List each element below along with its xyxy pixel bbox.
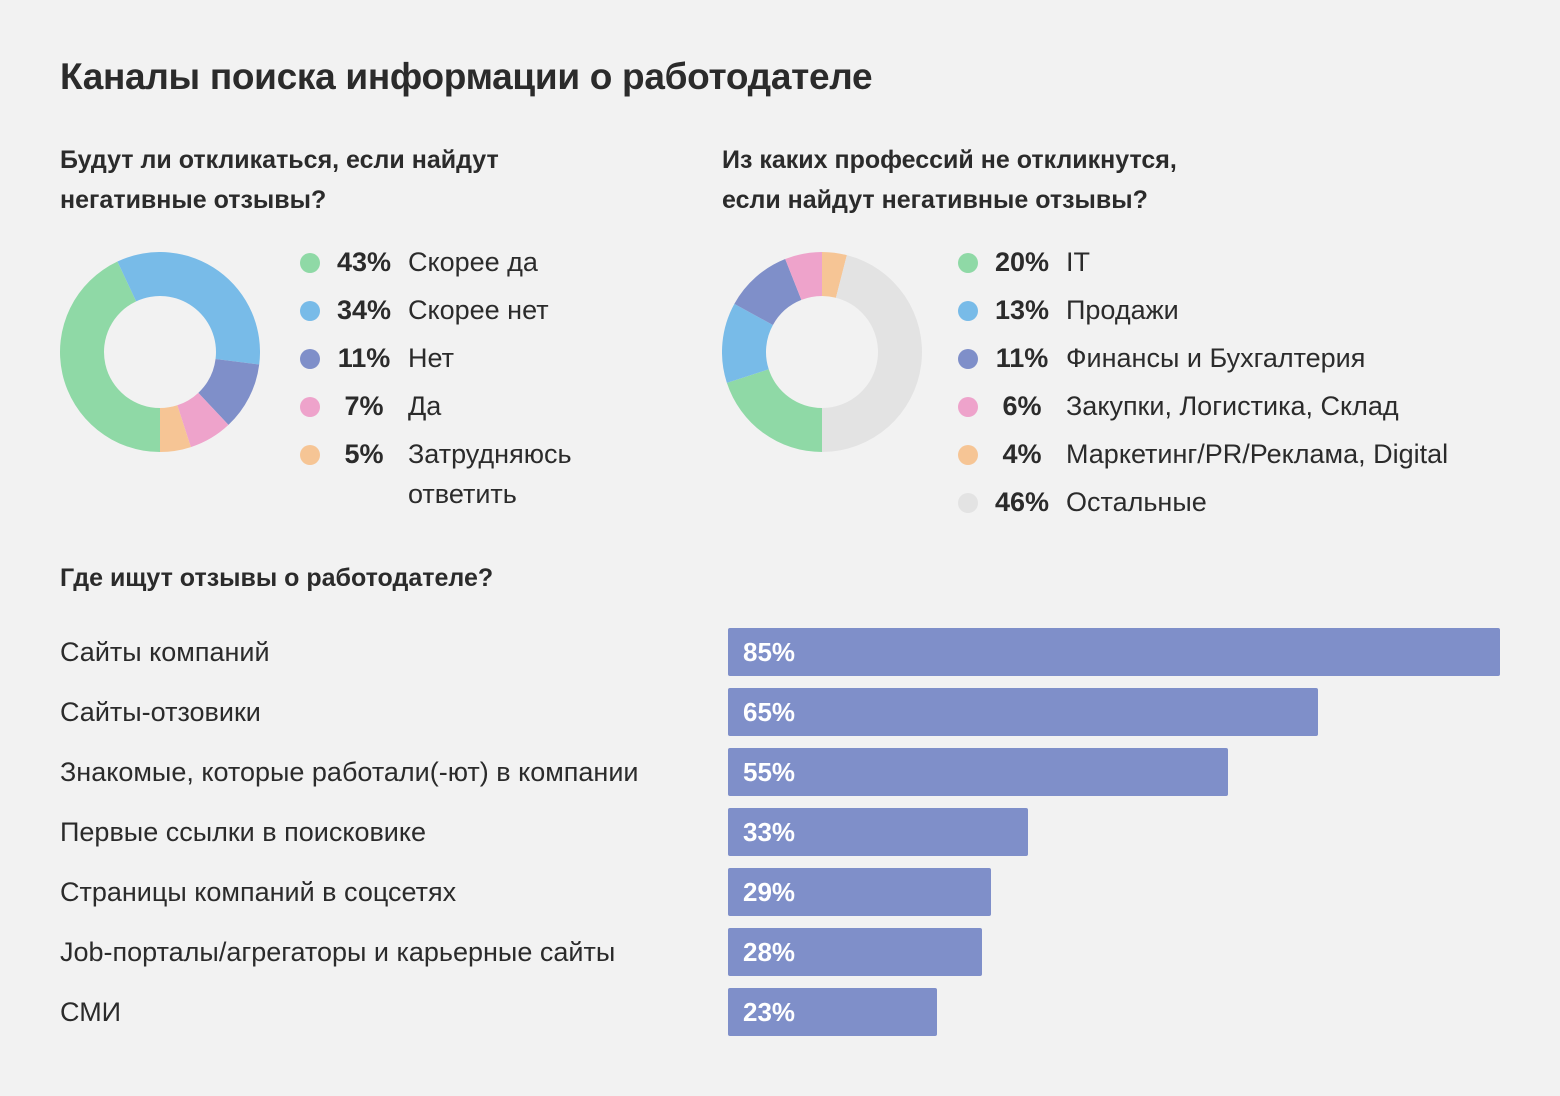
profession-slice-5 (822, 252, 847, 298)
legend-color-dot (958, 493, 978, 513)
legend-label: IT (1066, 247, 1090, 277)
bar-row: СМИ 23% (60, 988, 1510, 1048)
legend-label: Маркетинг/PR/Реклама, Digital (1066, 439, 1449, 469)
bar-value-label: 29% (743, 877, 796, 907)
legend-color-dot (958, 445, 978, 465)
bar: 85% (728, 628, 1500, 676)
left-chart-title-line-1: Будут ли откликаться, если найдут (60, 146, 499, 174)
response-slice-3 (198, 359, 260, 425)
legend-color-dot (300, 349, 320, 369)
bar-value-label: 55% (743, 757, 796, 787)
bar-row: Знакомые, которые работали(-ют) в компан… (60, 748, 1510, 808)
bar-category-label: Первые ссылки в поисковике (60, 817, 427, 847)
right-chart-title-line-2: если найдут негативные отзывы? (722, 186, 1148, 214)
legend-percent: 7% (344, 391, 384, 421)
bar: 28% (728, 928, 983, 976)
legend-percent: 11% (337, 343, 391, 373)
legend-color-dot (958, 349, 978, 369)
profession-slice-3 (734, 259, 802, 326)
bar-category-label: Сайты компаний (60, 637, 270, 667)
profession-donut-chart (722, 252, 922, 452)
legend-percent: 13% (994, 295, 1050, 325)
bar-category-label: Страницы компаний в соцсетях (60, 877, 457, 907)
bar-value-label: 28% (743, 937, 796, 967)
response-slice-5 (160, 405, 191, 452)
bar-row: Job-порталы/агрегаторы и карьерные сайты… (60, 928, 1510, 988)
response-slice-1 (60, 261, 160, 452)
legend-color-dot (958, 253, 978, 273)
legend-color-dot (958, 301, 978, 321)
legend-label: Скорее нет (408, 295, 549, 325)
legend-percent: 20% (994, 247, 1050, 277)
page-title: Каналы поиска информации о работодателе (60, 56, 873, 97)
bar-category-label: Знакомые, которые работали(-ют) в компан… (60, 757, 639, 787)
legend-label: Затрудняюсь ответить (408, 439, 572, 509)
bar: 65% (728, 688, 1319, 736)
bar-value-label: 33% (743, 817, 796, 847)
legend-percent: 11% (995, 343, 1049, 373)
bar-category-label: Сайты-отзовики (60, 697, 261, 727)
profession-slice-6 (822, 255, 922, 452)
legend-label: Нет (408, 343, 454, 373)
legend-label: Остальные (1066, 487, 1207, 517)
bar-row: Страницы компаний в соцсетях 29% (60, 868, 1510, 928)
legend-color-dot (300, 397, 320, 417)
legend-percent: 4% (1002, 439, 1042, 469)
legend-color-dot (300, 301, 320, 321)
bar: 33% (728, 808, 1028, 856)
legend-color-dot (300, 445, 320, 465)
bar-value-label: 65% (743, 697, 796, 727)
bar: 55% (728, 748, 1228, 796)
bar-value-label: 23% (743, 997, 796, 1027)
legend-percent: 43% (336, 247, 392, 277)
bar-category-label: СМИ (60, 997, 122, 1027)
response-donut-chart (60, 252, 260, 452)
bar-row: Сайты-отзовики 65% (60, 688, 1510, 748)
response-slice-2 (117, 252, 260, 365)
legend-percent: 5% (344, 439, 384, 469)
bar-row: Сайты компаний 85% (60, 628, 1510, 688)
legend-percent: 6% (1002, 391, 1042, 421)
profession-slice-4 (785, 252, 822, 300)
left-chart-title-line-2: негативные отзывы? (60, 186, 327, 214)
legend-label: Скорее да (408, 247, 538, 277)
left-chart-title: Будут ли откликаться, если найдут негати… (60, 140, 499, 220)
legend-label: Да (408, 391, 442, 421)
legend-color-dot (958, 397, 978, 417)
legend-percent: 34% (336, 295, 392, 325)
legend-percent: 46% (994, 487, 1050, 517)
legend-color-dot (300, 253, 320, 273)
right-chart-title-line-1: Из каких профессий не откликнутся, (722, 146, 1177, 174)
bar-row: Первые ссылки в поисковике 33% (60, 808, 1510, 868)
legend-label: Финансы и Бухгалтерия (1066, 343, 1366, 373)
profession-slice-2 (722, 303, 773, 383)
legend-label: Продажи (1066, 295, 1179, 325)
profession-slice-1 (726, 369, 822, 452)
bar: 23% (728, 988, 937, 1036)
response-slice-4 (177, 392, 229, 448)
bar-chart-title: Где ищут отзывы о работодателе? (60, 564, 494, 592)
sources-bar-chart: Сайты компаний 85% Сайты-отзовики 65% Знаком… (60, 628, 1510, 1048)
bar-category-label: Job-порталы/агрегаторы и карьерные сайты (60, 937, 616, 967)
bar-value-label: 85% (743, 637, 796, 667)
bar: 29% (728, 868, 992, 916)
right-chart-title: Из каких профессий не откликнутся, если … (722, 140, 1177, 220)
legend-label: Закупки, Логистика, Склад (1066, 391, 1399, 421)
